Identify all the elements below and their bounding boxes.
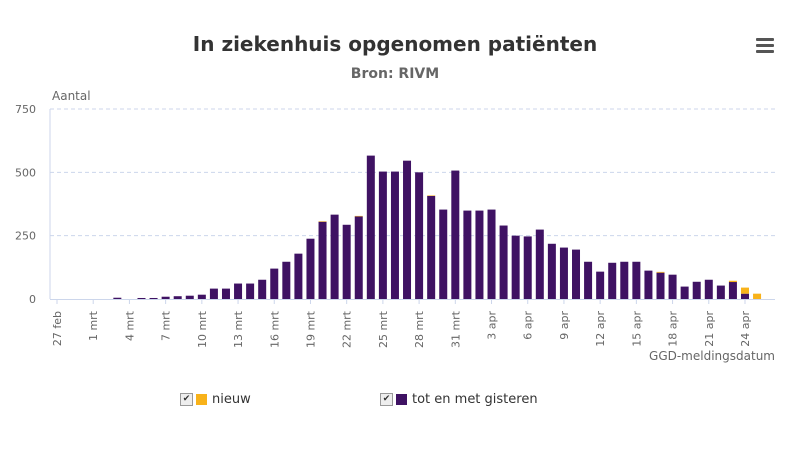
bar xyxy=(451,170,460,299)
x-tick-label: 4 mrt xyxy=(123,310,136,341)
bar xyxy=(318,221,327,222)
x-tick-label: 6 apr xyxy=(522,311,535,340)
bar xyxy=(499,225,508,299)
x-tick-label: 25 mrt xyxy=(377,310,390,348)
bar xyxy=(487,209,496,299)
bar xyxy=(209,288,218,299)
bar xyxy=(294,253,303,299)
bar xyxy=(354,215,363,217)
bar xyxy=(318,221,327,299)
x-tick-label: 19 mrt xyxy=(304,310,317,348)
bar xyxy=(740,287,749,294)
bar xyxy=(716,285,725,299)
y-tick-label: 750 xyxy=(15,103,36,116)
x-tick-label: 13 mrt xyxy=(232,310,245,348)
x-tick-label: 31 mrt xyxy=(449,310,462,348)
bar xyxy=(427,195,436,196)
x-tick-label: 1 mrt xyxy=(87,310,100,341)
bar xyxy=(680,286,689,299)
legend-label-gisteren: tot en met gisteren xyxy=(412,392,538,407)
bar xyxy=(608,262,617,299)
bar xyxy=(354,216,363,299)
bar xyxy=(161,296,170,299)
x-tick-label: 21 apr xyxy=(703,311,716,347)
x-tick-label: 24 apr xyxy=(739,311,752,347)
bar xyxy=(668,274,677,299)
bar xyxy=(740,293,749,299)
x-tick-label: 3 apr xyxy=(486,311,499,340)
bar xyxy=(596,271,605,299)
legend-label-nieuw: nieuw xyxy=(212,392,251,407)
x-axis-label: GGD-meldingsdatum xyxy=(649,349,775,363)
bar xyxy=(113,297,122,299)
bar xyxy=(644,270,653,299)
x-tick-label: 18 apr xyxy=(667,311,680,347)
y-axis-label: Aantal xyxy=(52,89,91,103)
bar xyxy=(620,261,629,299)
bar xyxy=(475,210,484,299)
x-tick-label: 15 apr xyxy=(630,311,643,347)
bar xyxy=(656,271,665,273)
bar xyxy=(185,295,194,299)
x-tick-label: 10 mrt xyxy=(196,310,209,348)
checkmark-icon[interactable]: ✔ xyxy=(380,393,393,406)
bar xyxy=(221,288,230,299)
legend-item-nieuw[interactable]: ✔ nieuw xyxy=(180,392,251,407)
bar xyxy=(511,235,520,299)
x-tick-label: 9 apr xyxy=(558,311,571,340)
x-tick-label: 27 feb xyxy=(51,311,64,346)
hamburger-menu-icon[interactable] xyxy=(756,38,774,54)
bar xyxy=(378,171,387,299)
bar xyxy=(692,281,701,299)
bar xyxy=(258,279,267,299)
y-tick-label: 250 xyxy=(15,230,36,243)
bar xyxy=(427,195,436,299)
bar xyxy=(149,297,158,299)
bar xyxy=(342,224,351,299)
bar xyxy=(584,261,593,299)
chart-subtitle: Bron: RIVM xyxy=(350,66,440,82)
legend-item-gisteren[interactable]: ✔ tot en met gisteren xyxy=(380,392,538,407)
bar xyxy=(753,293,762,299)
bar xyxy=(403,160,412,299)
bar xyxy=(439,209,448,299)
bar xyxy=(632,261,641,299)
checkmark-icon[interactable]: ✔ xyxy=(180,393,193,406)
bar xyxy=(366,155,375,299)
bar xyxy=(234,283,243,299)
bar xyxy=(306,238,315,299)
x-tick-label: 7 mrt xyxy=(160,310,173,341)
bar xyxy=(656,272,665,299)
chart-title: In ziekenhuis opgenomen patiënten xyxy=(192,32,598,56)
x-tick-label: 22 mrt xyxy=(341,310,354,348)
bar xyxy=(704,279,713,299)
bar xyxy=(390,171,399,299)
legend-swatch-nieuw xyxy=(196,394,207,405)
bar xyxy=(572,249,581,299)
bar xyxy=(197,294,206,299)
x-tick-label: 16 mrt xyxy=(268,310,281,348)
x-tick-label: 12 apr xyxy=(594,311,607,347)
bar xyxy=(463,210,472,299)
y-tick-label: 500 xyxy=(15,166,36,179)
bar xyxy=(270,268,279,299)
bar xyxy=(728,280,737,283)
bar xyxy=(246,283,255,299)
bar xyxy=(559,247,568,299)
x-tick-label: 28 mrt xyxy=(413,310,426,348)
bar xyxy=(523,236,532,299)
bar xyxy=(535,229,544,299)
bar xyxy=(137,297,146,299)
bar xyxy=(330,214,339,299)
y-tick-label: 0 xyxy=(29,293,36,306)
bar xyxy=(415,172,424,299)
bar xyxy=(173,296,182,299)
legend-swatch-gisteren xyxy=(396,394,407,405)
bar xyxy=(547,243,556,299)
bar xyxy=(728,282,737,299)
bar xyxy=(282,261,291,299)
